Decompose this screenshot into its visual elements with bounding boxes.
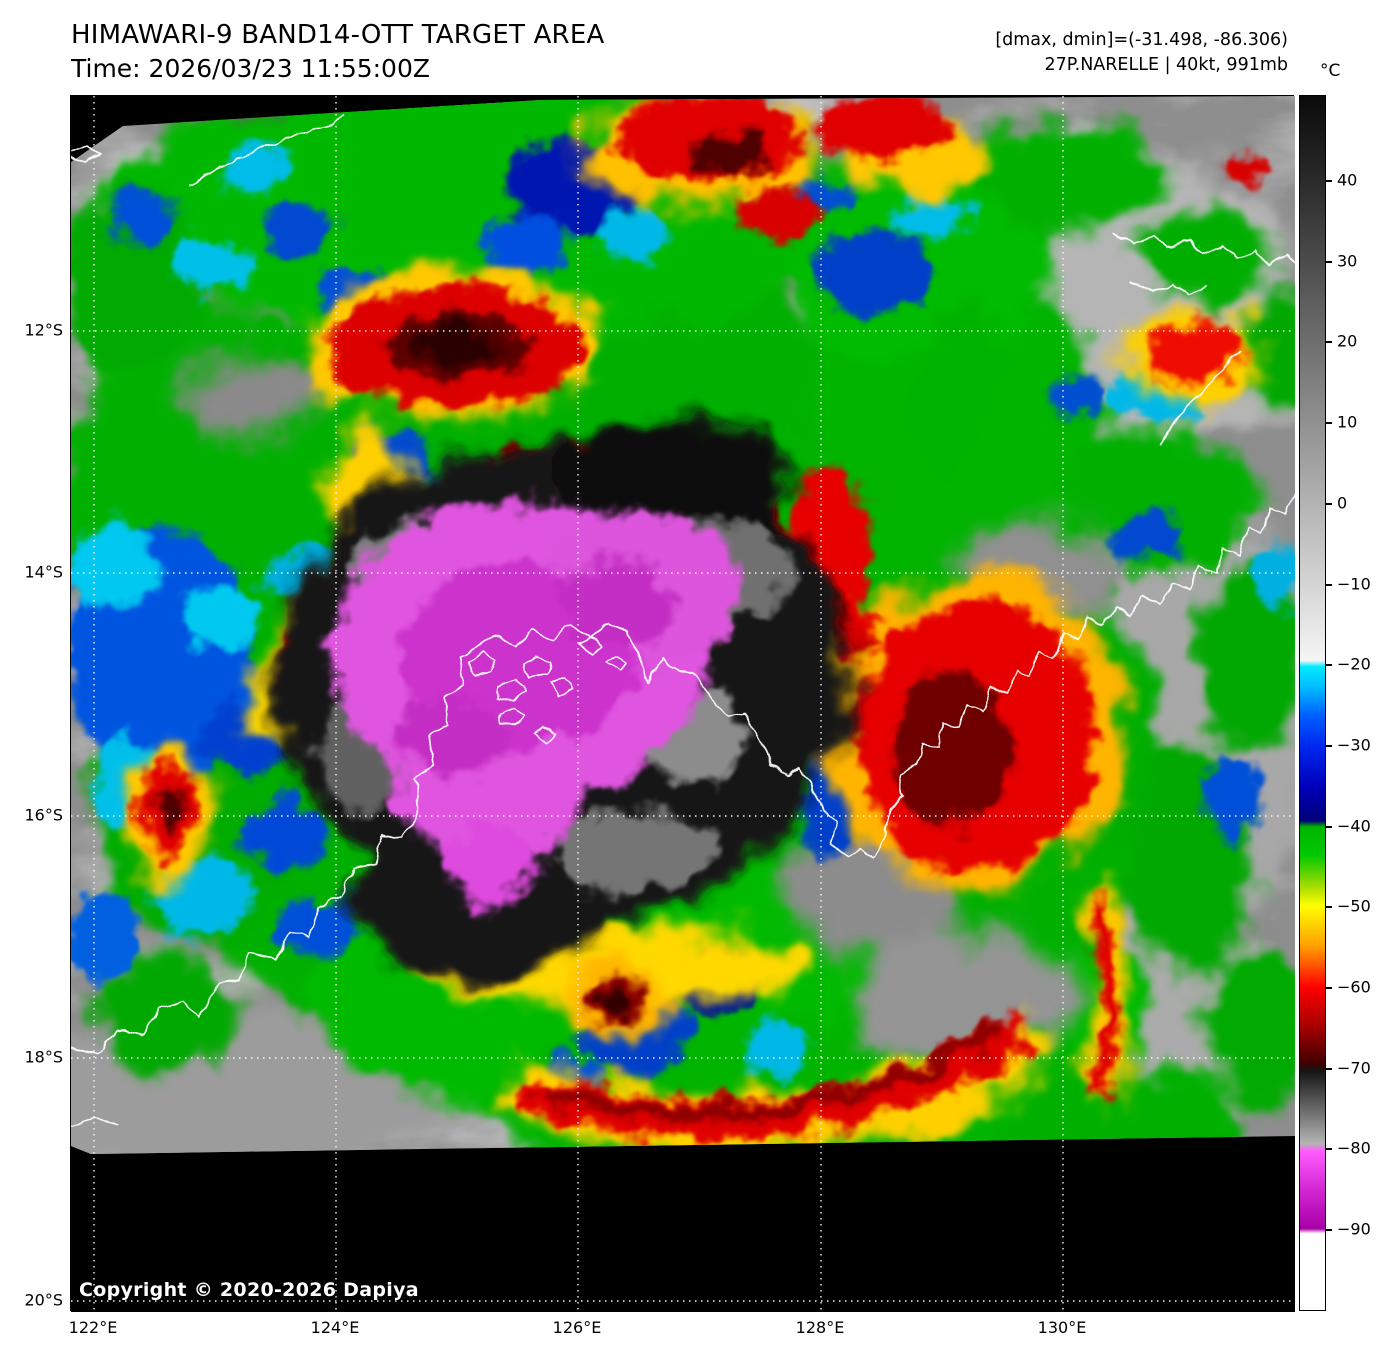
page-title: HIMAWARI-9 BAND14-OTT TARGET AREA [71,20,605,50]
colorbar-tick-label: −40 [1337,816,1371,836]
coastline-layer [71,115,1295,1127]
colorbar-tick-label: −60 [1337,977,1371,997]
colorbar-tick [1326,745,1332,747]
colorbar-tick-label: 10 [1337,412,1358,432]
dmax-dmin-line: [dmax, dmin]=(-31.498, -86.306) [995,30,1288,50]
colorbar-tick [1326,906,1332,908]
magenta-cdo-layer [331,501,741,904]
colorbar-tick [1326,180,1332,182]
lat-label: 20°S [24,1290,63,1310]
timestamp-line: Time: 2026/03/23 11:55:00Z [71,54,430,83]
lat-label: 16°S [24,805,63,825]
colorbar-tick [1326,422,1332,424]
colorbar-tick [1326,1229,1332,1231]
temperature-colorbar [1299,95,1332,1311]
lon-label: 130°E [1037,1318,1087,1337]
colorbar-tick-label: 0 [1337,493,1348,513]
header-meta: [dmax, dmin]=(-31.498, -86.306) 27P.NARE… [995,28,1288,79]
satellite-map-panel: Copyright © 2020-2026 Dapiya [70,95,1295,1312]
graticule-layer [71,96,1295,1312]
storm-info-line: 27P.NARELLE | 40kt, 991mb [1044,55,1288,76]
lon-label: 126°E [552,1318,602,1337]
colorbar-tick-label: −30 [1337,735,1371,755]
lon-label: 124°E [310,1318,360,1337]
imagery-layers [71,96,1295,1154]
colorbar-unit-label: °C [1320,61,1341,81]
lat-label: 12°S [24,320,63,340]
colorbar-tick-label: 40 [1337,170,1358,190]
lon-label: 128°E [795,1318,845,1337]
colorbar-tick-label: 30 [1337,251,1358,271]
copyright-watermark: Copyright © 2020-2026 Dapiya [79,1279,419,1301]
colorbar-tick [1326,261,1332,263]
colorbar-tick-label: −10 [1337,574,1371,594]
colorbar-tick-label: −90 [1337,1219,1371,1239]
colorbar-tick [1326,826,1332,828]
colorbar-tick-label: −70 [1337,1058,1371,1078]
colorbar-tick [1326,503,1332,505]
lat-label: 14°S [24,562,63,582]
satellite-image [71,96,1295,1312]
colorbar-tick-label: −20 [1337,654,1371,674]
colorbar-tick-label: −80 [1337,1138,1371,1158]
lon-label: 122°E [68,1318,118,1337]
colorbar-tick [1326,341,1332,343]
lat-label: 18°S [24,1047,63,1067]
colorbar-tick [1326,1068,1332,1070]
colorbar-tick [1326,664,1332,666]
colorbar-tick [1326,1148,1332,1150]
colorbar-tick-label: −50 [1337,896,1371,916]
colorbar-tick [1326,987,1332,989]
colorbar-tick [1326,584,1332,586]
colorbar-tick-label: 20 [1337,331,1358,351]
